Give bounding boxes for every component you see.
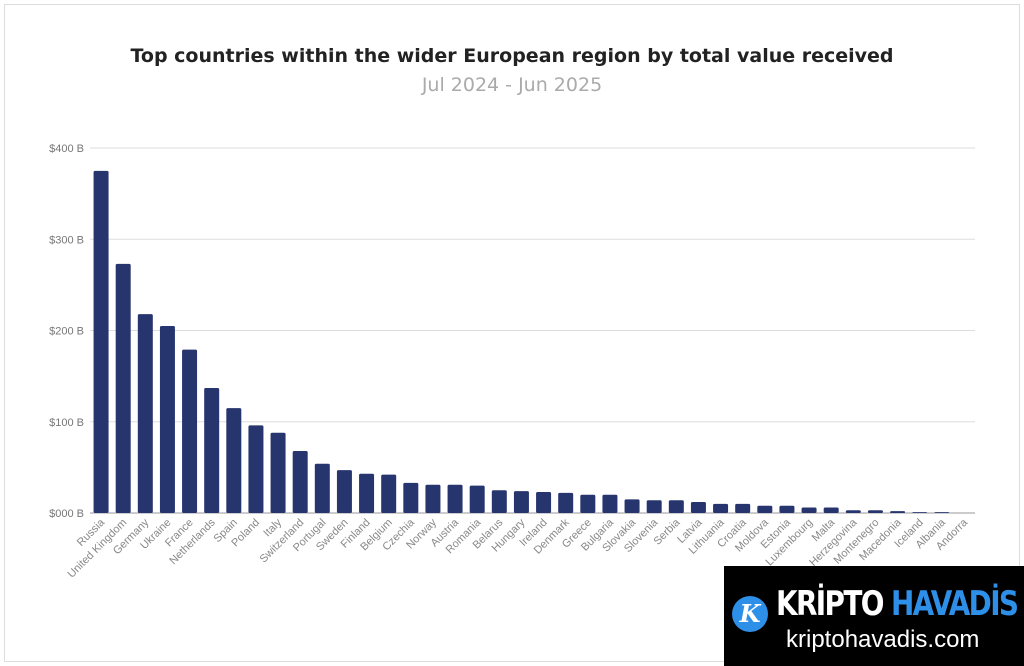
bar xyxy=(757,505,773,513)
bar xyxy=(713,503,729,513)
bar xyxy=(159,325,175,513)
y-tick-label: $400 B xyxy=(49,143,84,155)
x-tick-label: Serbia xyxy=(651,516,683,548)
bar xyxy=(801,507,817,513)
kripto-logo-icon: K xyxy=(732,596,768,632)
bar xyxy=(359,473,375,513)
bar xyxy=(912,512,928,513)
bar xyxy=(779,505,795,513)
bar xyxy=(735,503,751,513)
bar xyxy=(668,500,684,513)
bar xyxy=(381,474,397,513)
chart-title: Top countries within the wider European … xyxy=(130,45,894,67)
bar xyxy=(646,500,662,513)
y-tick-label: $100 B xyxy=(49,417,84,429)
brand-part1: KRİPTO xyxy=(776,584,884,624)
watermark-brand: KRİPTO HAVADİS xyxy=(776,584,1019,624)
bar xyxy=(204,387,220,513)
bar xyxy=(469,485,485,513)
bar xyxy=(403,482,419,513)
bar xyxy=(248,425,264,513)
bar xyxy=(491,490,507,513)
bar xyxy=(292,450,308,513)
bar xyxy=(867,510,883,513)
bar xyxy=(270,432,286,513)
bar xyxy=(513,491,529,513)
bar xyxy=(845,510,861,513)
bar xyxy=(115,263,131,513)
bar xyxy=(447,484,463,513)
bar xyxy=(536,492,552,513)
bar xyxy=(580,494,596,513)
bar xyxy=(890,511,906,513)
bar xyxy=(934,512,950,513)
bar xyxy=(690,502,706,513)
bar xyxy=(226,408,242,513)
watermark-url: kriptohavadis.com xyxy=(786,626,980,653)
brand-part2: HAVADİS xyxy=(890,584,1019,624)
bar xyxy=(336,470,352,513)
bar xyxy=(624,499,640,513)
chart-subtitle: Jul 2024 - Jun 2025 xyxy=(421,74,603,96)
watermark: K KRİPTO HAVADİS kriptohavadis.com xyxy=(724,566,1024,666)
bar xyxy=(93,170,109,513)
chart-frame xyxy=(4,4,1020,662)
bar xyxy=(602,494,618,513)
bar xyxy=(182,349,198,513)
bar xyxy=(558,492,574,513)
y-tick-label: $000 B xyxy=(49,508,84,520)
bar xyxy=(137,314,153,513)
bar xyxy=(314,463,330,513)
y-tick-label: $200 B xyxy=(49,326,84,338)
bar xyxy=(823,507,839,513)
y-tick-label: $300 B xyxy=(49,234,84,246)
bar xyxy=(425,484,441,513)
